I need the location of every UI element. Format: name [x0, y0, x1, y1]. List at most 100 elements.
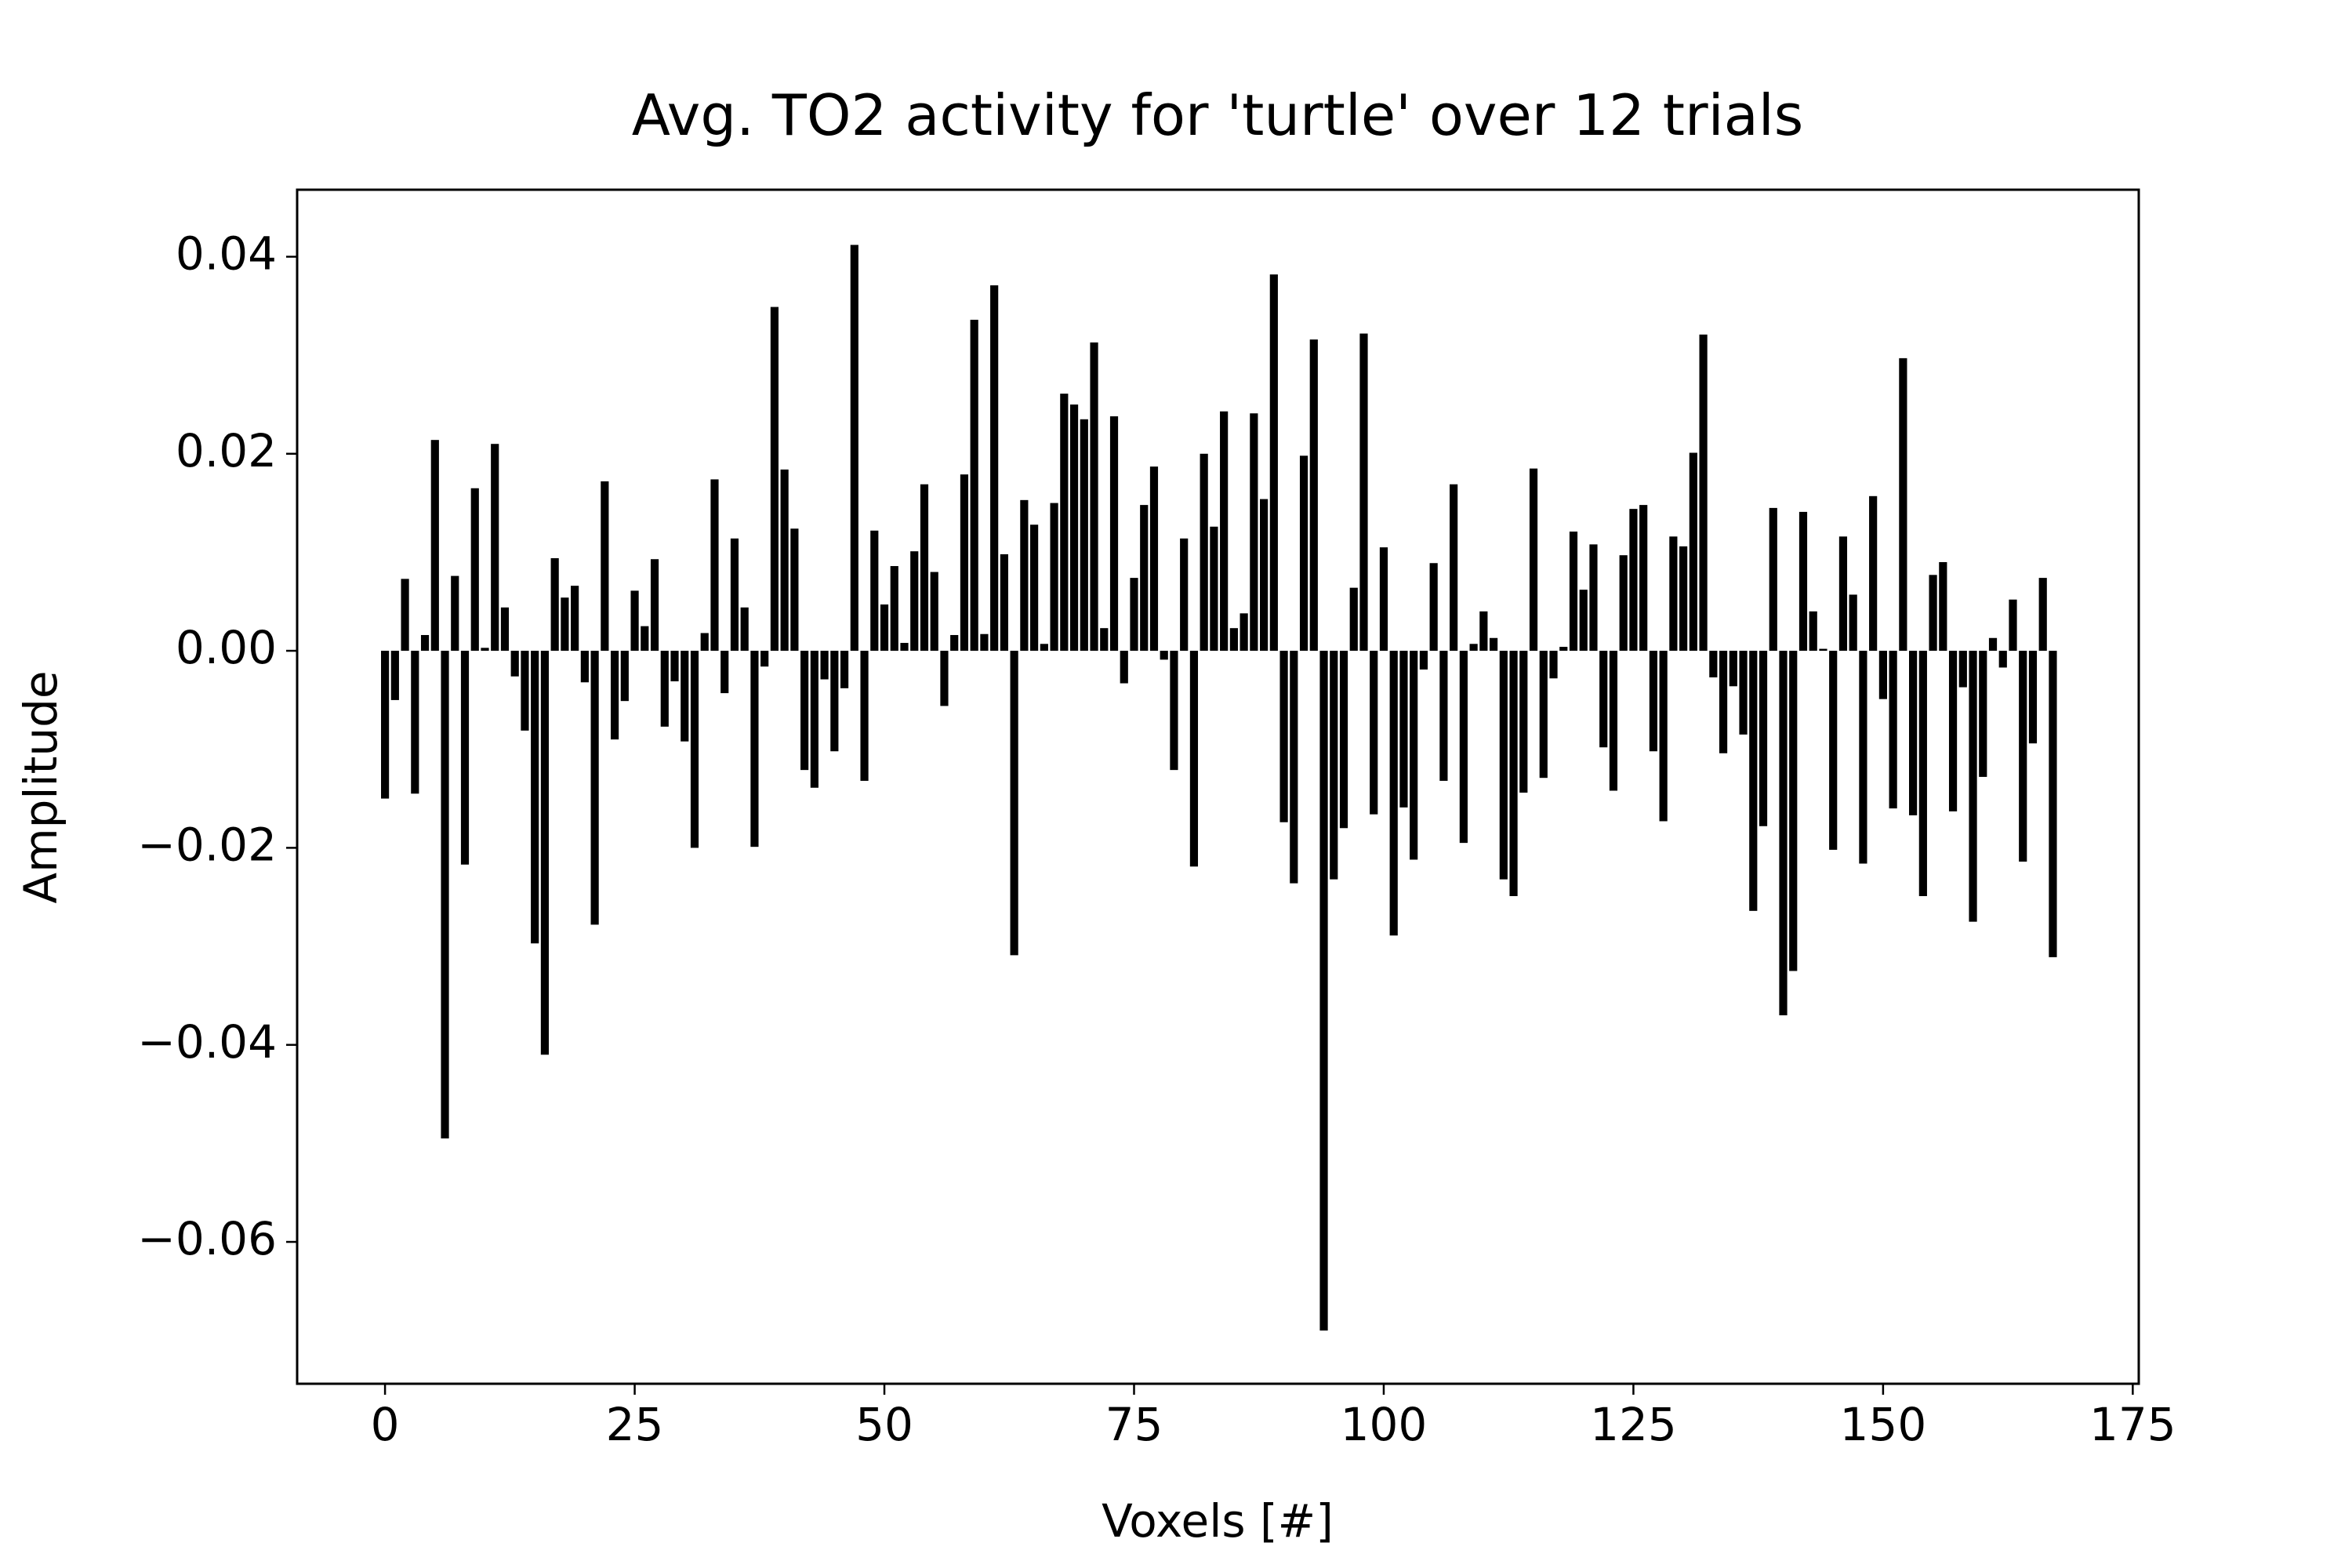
bar — [1529, 468, 1538, 652]
y-tick-label: 0.00 — [176, 621, 277, 674]
bar — [1779, 651, 1788, 1016]
y-tick-label: 0.04 — [176, 227, 277, 281]
bar — [1010, 651, 1018, 956]
bar — [1909, 651, 1918, 815]
bar — [430, 440, 439, 652]
bar — [1749, 651, 1758, 911]
bar — [491, 444, 499, 652]
bar — [1579, 590, 1588, 652]
bar — [630, 590, 639, 652]
bar — [1769, 507, 1777, 652]
bar — [1080, 419, 1088, 652]
bar — [690, 651, 699, 848]
bar — [1819, 648, 1828, 652]
bar — [1399, 651, 1408, 808]
bar — [780, 469, 789, 652]
bar — [720, 651, 729, 694]
bar — [561, 597, 569, 652]
bar — [1130, 578, 1138, 652]
bar — [1060, 394, 1069, 652]
bar — [850, 245, 858, 652]
bar — [1109, 416, 1119, 652]
bar — [1998, 651, 2007, 668]
bar — [1220, 411, 1229, 652]
bar — [481, 648, 489, 652]
bar — [960, 474, 969, 652]
bar — [860, 651, 869, 781]
bar — [531, 651, 539, 944]
bar — [1789, 651, 1798, 971]
bar — [1519, 651, 1528, 793]
bar — [910, 551, 919, 652]
bar — [1479, 611, 1488, 652]
bar — [700, 633, 709, 652]
bar — [1229, 628, 1238, 652]
bar — [641, 626, 649, 652]
bar — [1619, 555, 1628, 652]
bar — [580, 651, 589, 683]
bar — [1559, 647, 1568, 652]
x-tick-label: 125 — [1590, 1398, 1677, 1451]
bar — [2009, 599, 2017, 652]
bar — [1669, 536, 1678, 652]
bar — [1719, 651, 1728, 753]
bar — [510, 651, 519, 677]
bar — [1829, 651, 1838, 850]
bar — [1988, 637, 1998, 652]
bar — [1838, 536, 1848, 652]
bar — [650, 559, 659, 652]
bar — [1319, 651, 1328, 1331]
bar — [1450, 484, 1458, 652]
bar — [1299, 456, 1308, 652]
bar — [610, 651, 619, 740]
bar — [790, 528, 799, 652]
bar — [1549, 651, 1558, 679]
bar — [1339, 651, 1348, 829]
bar — [840, 651, 849, 688]
y-tick-label: −0.06 — [137, 1212, 277, 1265]
bar — [770, 307, 779, 652]
bar — [1200, 453, 1208, 652]
bar — [1379, 547, 1388, 652]
bar — [1889, 651, 1897, 809]
bar — [1100, 628, 1109, 652]
bar — [1958, 651, 1967, 688]
bar — [2049, 651, 2057, 957]
y-tick-label: −0.04 — [137, 1015, 277, 1069]
bar — [1859, 651, 1867, 864]
bar — [1410, 651, 1418, 860]
bar — [1269, 274, 1278, 652]
bar — [1649, 651, 1657, 752]
bar — [1899, 358, 1907, 652]
x-tick-label: 150 — [1840, 1398, 1927, 1451]
bar — [1539, 651, 1548, 779]
bar — [1429, 563, 1438, 652]
bar — [920, 484, 929, 652]
bar — [460, 651, 470, 865]
bar — [740, 607, 749, 652]
bar — [1609, 651, 1618, 791]
x-tick-label: 175 — [2089, 1398, 2176, 1451]
bar — [1509, 651, 1518, 896]
bar — [980, 633, 989, 652]
bar — [880, 604, 889, 652]
bar — [660, 651, 669, 727]
bar — [1918, 651, 1927, 896]
bar — [521, 651, 529, 731]
bar — [1069, 404, 1079, 652]
bar — [800, 651, 809, 771]
bar — [1589, 544, 1598, 652]
bar — [411, 651, 419, 794]
bar — [890, 566, 898, 652]
bar — [1569, 532, 1578, 652]
bar — [1330, 651, 1338, 880]
bar — [1020, 499, 1029, 652]
bar — [441, 651, 449, 1139]
bar — [1250, 413, 1258, 652]
bar — [1180, 538, 1189, 652]
bar — [390, 651, 399, 700]
bar — [590, 651, 599, 925]
bar — [601, 481, 609, 652]
bar — [900, 643, 909, 652]
